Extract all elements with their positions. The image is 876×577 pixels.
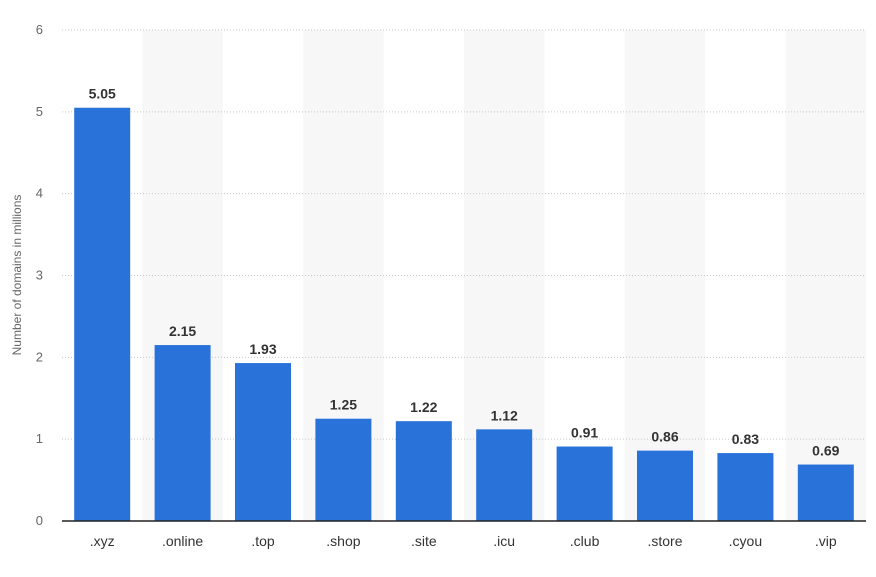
background-band — [785, 30, 866, 521]
x-category-label: .shop — [326, 533, 360, 549]
x-category-label: .online — [162, 533, 203, 549]
x-category-label: .vip — [815, 533, 837, 549]
x-category-label: .store — [647, 533, 682, 549]
y-tick-label: 1 — [36, 431, 43, 446]
bar-value-label: 1.22 — [410, 399, 437, 415]
value-labels: 5.05 2.15 1.93 1.25 1.22 1.12 0.91 0.86 0.83 0.69 — [89, 86, 840, 459]
y-axis-title: Number of domains in millions — [10, 195, 24, 356]
bars — [74, 107, 854, 521]
y-tick-label: 6 — [36, 22, 43, 37]
bar-value-label: 0.86 — [651, 429, 678, 445]
bar[interactable] — [74, 107, 131, 521]
bar-value-label: 0.91 — [571, 425, 598, 441]
x-category-label: .club — [570, 533, 600, 549]
bar-value-label: 0.83 — [732, 431, 759, 447]
bar[interactable] — [637, 450, 693, 521]
x-category-label: .icu — [493, 533, 515, 549]
bar[interactable] — [717, 453, 774, 521]
x-category-label: .top — [251, 533, 275, 549]
bar[interactable] — [556, 446, 613, 521]
bar-value-label: 1.12 — [491, 407, 518, 423]
bar-value-label: 2.15 — [169, 323, 196, 339]
bar-value-label: 1.25 — [330, 397, 357, 413]
y-tick-label: 4 — [36, 186, 43, 201]
x-axis-labels: .xyz .online .top .shop .site .icu .club .store… — [90, 533, 837, 549]
y-tick-label: 0 — [36, 513, 43, 528]
bar[interactable] — [797, 464, 854, 521]
bar[interactable] — [395, 421, 452, 521]
bar[interactable] — [476, 429, 533, 521]
x-category-label: .xyz — [90, 533, 115, 549]
x-category-label: .site — [411, 533, 437, 549]
y-tick-label: 3 — [36, 268, 43, 283]
bar[interactable] — [154, 345, 211, 521]
grid-lines — [62, 29, 866, 440]
bar[interactable] — [235, 363, 291, 521]
y-axis-ticks: 0 1 2 3 4 5 6 — [36, 22, 43, 528]
y-tick-label: 5 — [36, 104, 43, 119]
bar-value-label: 0.69 — [812, 443, 839, 459]
bar-value-label: 1.93 — [249, 341, 276, 357]
bar[interactable] — [315, 418, 372, 521]
y-tick-label: 2 — [36, 349, 43, 364]
bar-value-label: 5.05 — [89, 86, 116, 102]
x-category-label: .cyou — [729, 533, 762, 549]
